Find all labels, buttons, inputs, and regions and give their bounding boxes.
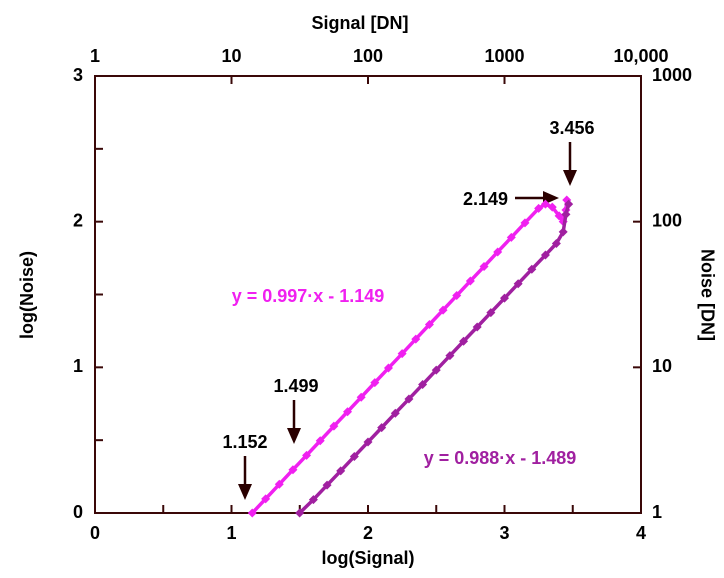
y-tick-label: 2: [73, 210, 83, 230]
marker: [377, 423, 387, 433]
series-line: [250, 199, 569, 515]
annotation: 1.152: [222, 432, 267, 452]
annotation: 1.499: [273, 376, 318, 396]
marker: [295, 508, 305, 518]
marker: [411, 334, 421, 344]
y2-tick-label: 100: [652, 210, 682, 230]
marker: [558, 227, 568, 237]
marker: [520, 218, 530, 228]
marker: [308, 495, 318, 505]
marker: [431, 365, 441, 375]
y-axis-title: log(Noise): [17, 251, 37, 339]
annotation: 3.456: [549, 118, 594, 138]
y-tick-label: 1: [73, 356, 83, 376]
x-tick-label: 3: [499, 523, 509, 543]
marker: [513, 279, 523, 289]
marker: [424, 320, 434, 330]
marker: [274, 479, 284, 489]
x-tick-label: 2: [363, 523, 373, 543]
marker: [383, 363, 393, 373]
x2-tick-label: 100: [353, 46, 383, 66]
marker: [247, 508, 257, 518]
marker: [356, 392, 366, 402]
y2-tick-label: 10: [652, 356, 672, 376]
marker: [479, 262, 489, 272]
marker: [540, 199, 550, 209]
marker: [404, 394, 414, 404]
marker: [540, 250, 550, 260]
marker: [459, 336, 469, 346]
marker: [534, 203, 544, 213]
x-tick-label: 4: [636, 523, 646, 543]
x-tick-label: 0: [90, 523, 100, 543]
marker: [527, 264, 537, 274]
marker: [445, 351, 455, 361]
marker: [554, 211, 564, 221]
arrow-head: [238, 484, 252, 500]
marker: [336, 466, 346, 476]
y-tick-label: 0: [73, 502, 83, 522]
marker: [302, 450, 312, 460]
x-tick-label: 1: [226, 523, 236, 543]
marker: [506, 232, 516, 242]
fit-label: y = 0.988·x - 1.489: [424, 448, 577, 468]
marker: [315, 436, 325, 446]
marker: [397, 349, 407, 359]
marker: [465, 276, 475, 286]
marker: [564, 199, 574, 209]
marker: [418, 380, 428, 390]
arrow-head: [563, 170, 577, 186]
marker: [551, 239, 561, 249]
x2-tick-label: 10,000: [613, 46, 668, 66]
top-axis-title: Signal [DN]: [312, 13, 409, 33]
marker: [438, 305, 448, 315]
fit-label: y = 0.997·x - 1.149: [232, 286, 385, 306]
y2-axis-title: Noise [DN]: [697, 249, 717, 341]
marker: [486, 308, 496, 318]
annotation: 2.149: [463, 189, 508, 209]
marker: [493, 247, 503, 257]
y2-tick-label: 1: [652, 502, 662, 522]
marker: [370, 378, 380, 388]
marker: [363, 437, 373, 447]
marker: [329, 421, 339, 431]
y-tick-label: 3: [73, 65, 83, 85]
marker: [561, 209, 571, 219]
marker: [349, 451, 359, 461]
marker: [288, 465, 298, 475]
x2-tick-label: 1: [90, 46, 100, 66]
y2-tick-label: 1000: [652, 65, 692, 85]
arrow-head: [287, 428, 301, 444]
marker: [472, 322, 482, 332]
marker: [322, 480, 332, 490]
x-axis-title: log(Signal): [322, 548, 415, 568]
marker: [452, 291, 462, 301]
marker: [343, 407, 353, 417]
x2-tick-label: 1000: [484, 46, 524, 66]
x2-tick-label: 10: [221, 46, 241, 66]
marker: [261, 494, 271, 504]
marker: [500, 293, 509, 303]
marker: [547, 202, 557, 212]
marker: [390, 408, 400, 418]
